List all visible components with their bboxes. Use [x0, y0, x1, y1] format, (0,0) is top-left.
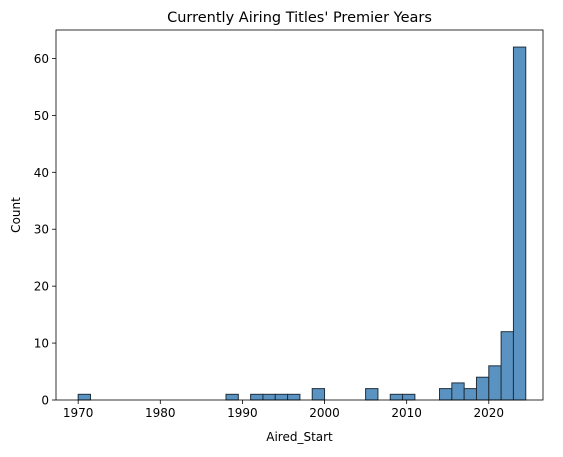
x-tick-label-2: 1990	[227, 406, 258, 420]
x-tick-label-1: 1980	[145, 406, 176, 420]
histogram-bar-14	[488, 365, 502, 401]
x-tick-label-0: 1970	[63, 406, 94, 420]
x-tick-label-5: 2020	[474, 406, 505, 420]
histogram-bar-5	[287, 393, 301, 401]
histogram-bar-8	[389, 393, 404, 401]
y-axis-label: Count	[9, 197, 23, 233]
histogram-bar-10	[439, 388, 453, 401]
y-tick-label-4: 40	[34, 166, 49, 180]
axes-layer: 1970 1980 1990 2000 2010 2020 0 10 20 30 40 50 60	[34, 29, 544, 420]
x-axis-label: Aired_Start	[266, 430, 333, 444]
y-tick-label-0: 0	[41, 394, 49, 408]
chart-title: Currently Airing Titles' Premier Years	[167, 10, 432, 26]
histogram-bar-7	[365, 388, 379, 401]
histogram-bar-0	[77, 393, 91, 401]
x-tick-label-4: 2010	[391, 406, 422, 420]
histogram-bar-4	[274, 393, 289, 401]
histogram-bar-16	[512, 46, 527, 401]
y-tick-label-3: 30	[34, 223, 49, 237]
histogram-bar-2	[250, 393, 264, 401]
histogram-bar-15	[500, 331, 514, 401]
y-tick-label-6: 60	[34, 52, 49, 66]
y-tick-label-1: 10	[34, 337, 49, 351]
x-tick-label-3: 2000	[309, 406, 340, 420]
histogram-bar-11	[451, 382, 465, 401]
histogram-bar-12	[463, 388, 477, 401]
y-tick-label-2: 20	[34, 280, 49, 294]
histogram-bar-6	[311, 388, 326, 401]
y-tick-label-5: 50	[34, 109, 49, 123]
bars-layer	[77, 46, 527, 401]
histogram-bar-1	[225, 393, 239, 401]
histogram-bar-3	[262, 393, 276, 401]
histogram-bar-13	[475, 376, 490, 401]
histogram-bar-9	[402, 393, 416, 401]
plot-frame	[55, 29, 544, 401]
